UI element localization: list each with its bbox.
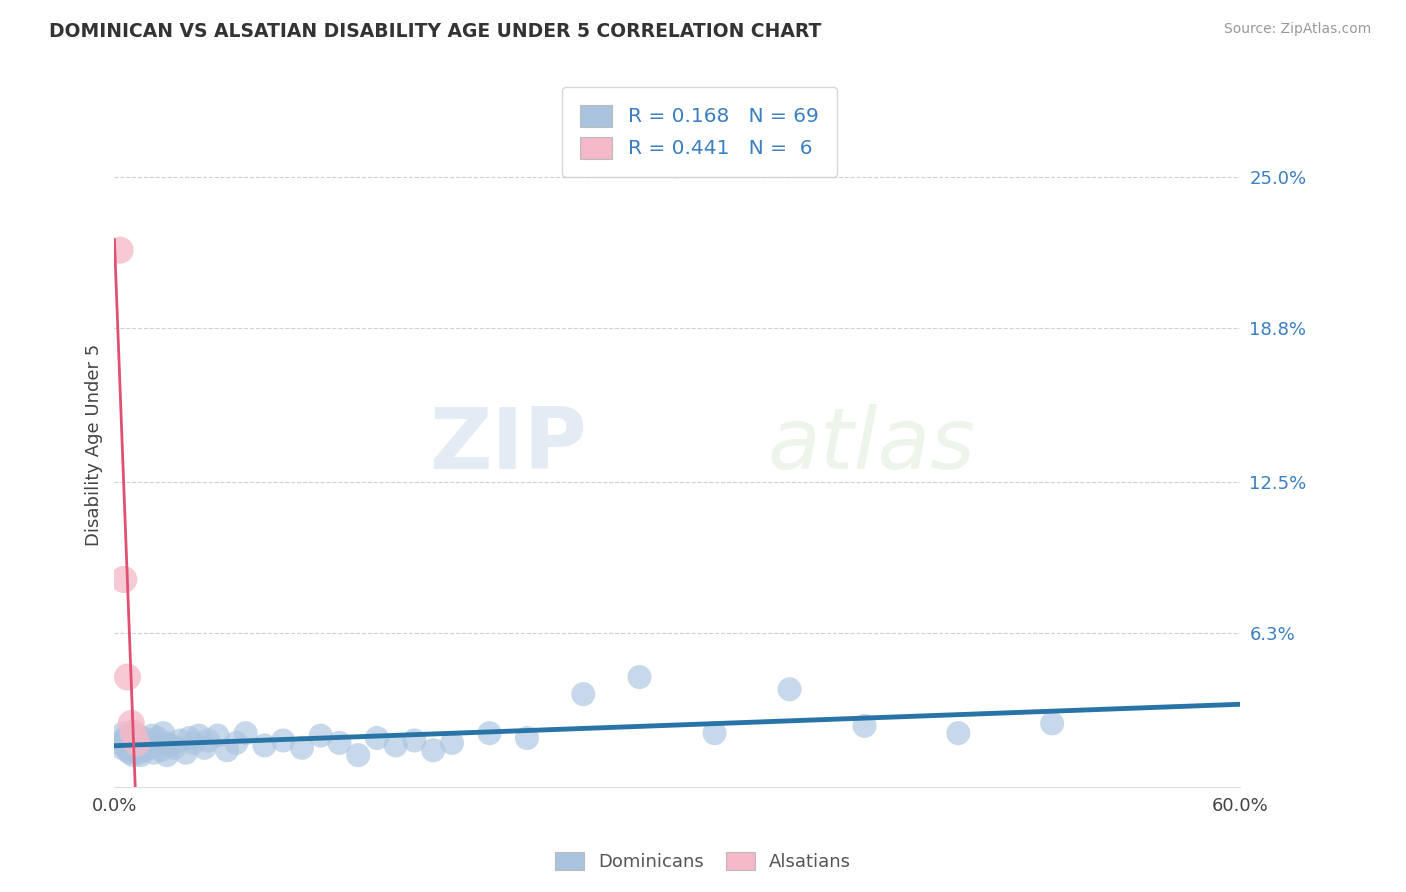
Point — [142, 746, 165, 760]
Point — [197, 733, 219, 747]
Point — [150, 743, 173, 757]
Point — [187, 729, 209, 743]
Legend: Dominicans, Alsatians: Dominicans, Alsatians — [548, 846, 858, 879]
Point — [131, 731, 153, 745]
Point — [253, 739, 276, 753]
Point — [404, 733, 426, 747]
Point — [309, 729, 332, 743]
Point — [193, 740, 215, 755]
Y-axis label: Disability Age Under 5: Disability Age Under 5 — [86, 344, 103, 547]
Point — [179, 731, 201, 745]
Point — [141, 729, 163, 743]
Point — [128, 746, 150, 760]
Point — [572, 687, 595, 701]
Text: DOMINICAN VS ALSATIAN DISABILITY AGE UNDER 5 CORRELATION CHART: DOMINICAN VS ALSATIAN DISABILITY AGE UND… — [49, 22, 821, 41]
Point — [129, 748, 152, 763]
Point — [125, 729, 148, 743]
Text: atlas: atlas — [768, 404, 974, 487]
Point — [153, 736, 176, 750]
Point — [112, 733, 135, 747]
Point — [114, 731, 136, 745]
Point — [703, 726, 725, 740]
Point — [117, 729, 139, 743]
Point — [122, 726, 145, 740]
Point — [134, 743, 156, 757]
Point — [181, 736, 204, 750]
Point — [120, 740, 142, 755]
Point — [347, 748, 370, 763]
Point — [124, 731, 146, 745]
Point — [853, 719, 876, 733]
Point — [516, 731, 538, 745]
Point — [118, 746, 141, 760]
Point — [159, 739, 181, 753]
Point — [111, 740, 134, 755]
Point — [136, 740, 159, 755]
Point — [478, 726, 501, 740]
Point — [152, 726, 174, 740]
Point — [146, 731, 169, 745]
Point — [169, 733, 191, 747]
Text: ZIP: ZIP — [429, 404, 588, 487]
Point — [779, 682, 801, 697]
Point — [108, 736, 131, 750]
Point — [440, 736, 463, 750]
Point — [156, 748, 179, 763]
Legend: R = 0.168   N = 69, R = 0.441   N =  6: R = 0.168 N = 69, R = 0.441 N = 6 — [562, 87, 837, 177]
Point — [125, 739, 148, 753]
Point — [139, 736, 162, 750]
Point — [235, 726, 257, 740]
Point — [215, 743, 238, 757]
Point — [124, 743, 146, 757]
Point — [112, 726, 135, 740]
Point — [1040, 716, 1063, 731]
Text: Source: ZipAtlas.com: Source: ZipAtlas.com — [1223, 22, 1371, 37]
Point — [118, 733, 141, 747]
Point — [117, 670, 139, 684]
Point — [628, 670, 651, 684]
Point — [122, 748, 145, 763]
Point — [145, 739, 167, 753]
Point — [328, 736, 350, 750]
Point — [129, 740, 152, 755]
Point — [384, 739, 406, 753]
Point — [114, 739, 136, 753]
Point — [120, 726, 142, 740]
Point — [117, 743, 139, 757]
Point — [108, 243, 131, 257]
Point — [422, 743, 444, 757]
Point — [125, 736, 148, 750]
Point — [112, 573, 135, 587]
Point — [122, 736, 145, 750]
Point — [225, 736, 247, 750]
Point — [366, 731, 388, 745]
Point — [948, 726, 970, 740]
Point — [271, 733, 294, 747]
Point — [135, 733, 157, 747]
Point — [291, 740, 314, 755]
Point — [128, 733, 150, 747]
Point — [207, 729, 229, 743]
Point — [174, 746, 197, 760]
Point — [131, 739, 153, 753]
Point — [163, 740, 186, 755]
Point — [120, 716, 142, 731]
